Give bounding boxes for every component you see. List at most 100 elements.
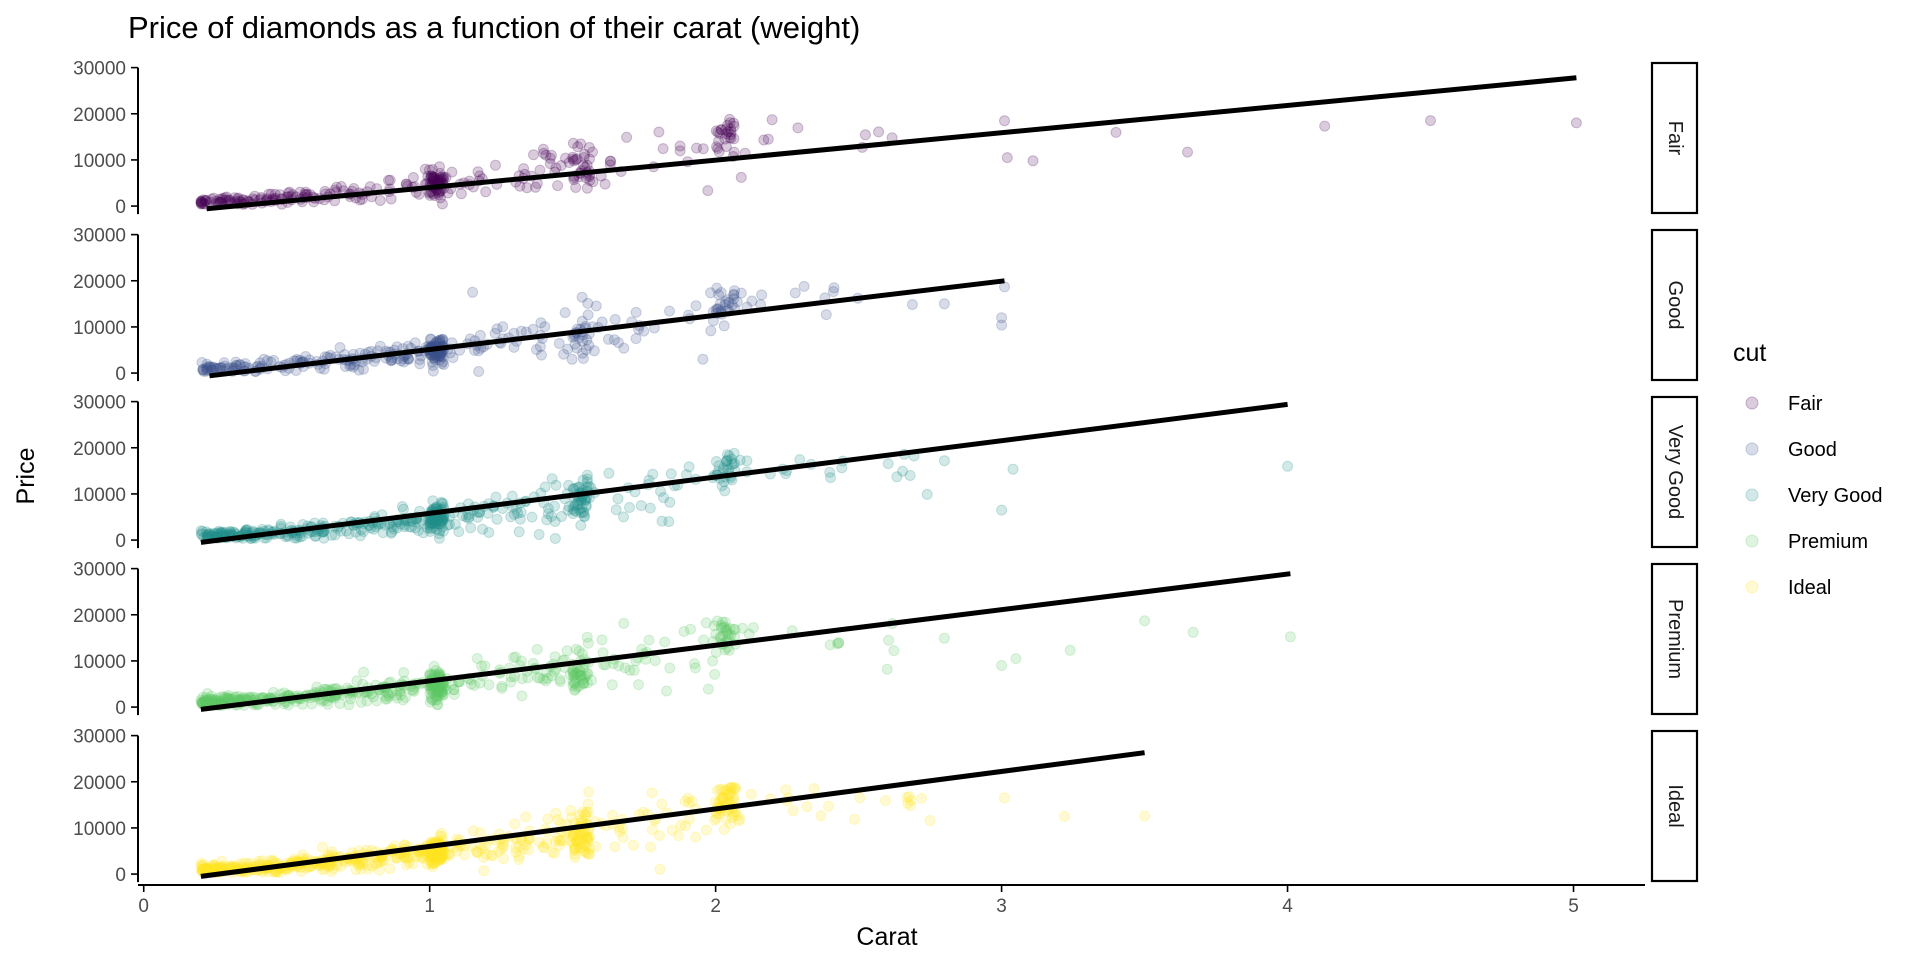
data-point <box>491 323 503 335</box>
data-point <box>664 662 676 674</box>
data-point <box>608 334 620 346</box>
data-point <box>399 519 410 531</box>
data-point <box>633 679 644 691</box>
data-point <box>569 677 581 689</box>
data-point <box>282 187 294 199</box>
data-point <box>815 810 827 822</box>
data-point <box>195 195 207 207</box>
data-point <box>708 620 720 632</box>
data-point <box>197 691 209 703</box>
data-point <box>460 511 472 523</box>
data-point <box>658 492 669 504</box>
data-point <box>575 138 587 150</box>
data-point <box>599 178 611 190</box>
data-point <box>403 521 415 533</box>
data-point <box>653 126 665 138</box>
data-point <box>596 634 608 646</box>
data-point <box>535 317 547 329</box>
data-point <box>436 685 448 697</box>
data-point <box>386 526 398 538</box>
data-point <box>395 355 407 367</box>
data-point <box>425 852 437 864</box>
data-point <box>580 499 592 511</box>
data-point <box>728 288 740 300</box>
data-point <box>554 676 566 688</box>
data-point <box>567 667 579 679</box>
data-point <box>729 457 741 469</box>
data-point <box>685 623 696 635</box>
data-point <box>1007 463 1019 475</box>
data-point <box>436 521 448 533</box>
data-point <box>571 681 583 693</box>
data-point <box>561 645 573 657</box>
data-point <box>200 195 212 206</box>
data-point <box>644 502 656 514</box>
data-point <box>199 195 211 207</box>
data-point <box>938 455 950 467</box>
points-very-good <box>195 447 1294 544</box>
data-point <box>582 668 594 680</box>
data-point <box>516 690 528 702</box>
fit-line-fair <box>206 75 1577 212</box>
data-point <box>725 786 737 798</box>
data-point <box>388 523 400 535</box>
data-point <box>729 624 741 636</box>
data-point <box>437 525 449 537</box>
data-point <box>721 119 733 131</box>
legend-key-good <box>1745 442 1759 456</box>
data-point <box>427 171 439 183</box>
data-point <box>714 631 726 643</box>
y-tick-label: 0 <box>115 531 126 552</box>
data-point <box>408 685 420 697</box>
data-point <box>575 670 587 682</box>
data-point <box>1282 460 1294 472</box>
data-point <box>713 289 725 301</box>
data-point <box>808 783 820 795</box>
data-point <box>472 166 484 178</box>
data-point <box>434 525 446 537</box>
data-point <box>577 159 589 171</box>
data-point <box>532 672 544 684</box>
data-point <box>437 683 449 695</box>
data-point <box>758 134 770 146</box>
x-tick-label: 2 <box>710 896 721 917</box>
data-point <box>355 524 367 536</box>
data-point <box>577 353 589 364</box>
data-point <box>576 674 588 686</box>
y-tick-label: 10000 <box>73 318 126 339</box>
data-point <box>831 638 843 650</box>
data-point <box>549 533 561 544</box>
data-point <box>721 627 732 639</box>
data-point <box>882 458 894 470</box>
data-point <box>506 490 518 502</box>
x-tick-label: 4 <box>1282 896 1293 917</box>
data-point <box>396 501 408 512</box>
data-point <box>437 689 449 701</box>
data-point <box>395 689 407 701</box>
data-point <box>721 449 733 461</box>
data-point <box>582 309 594 321</box>
data-point <box>423 519 435 531</box>
data-point <box>437 850 449 862</box>
data-point <box>219 360 231 372</box>
chart-title: Price of diamonds as a function of their… <box>128 10 860 45</box>
data-point <box>550 479 562 491</box>
data-point <box>718 785 730 796</box>
data-point <box>202 688 213 699</box>
data-point <box>717 630 729 642</box>
data-point <box>205 361 217 373</box>
data-point <box>567 153 579 165</box>
data-point <box>605 155 616 167</box>
data-point <box>318 363 330 375</box>
data-point <box>579 809 591 820</box>
data-point <box>582 637 594 649</box>
y-tick-label: 30000 <box>73 560 126 581</box>
y-tick-label: 0 <box>115 865 126 886</box>
data-point <box>1425 115 1436 127</box>
data-point <box>425 333 437 345</box>
data-point <box>583 806 595 818</box>
data-point <box>571 835 583 847</box>
data-point <box>513 850 525 862</box>
data-point <box>513 841 525 853</box>
legend-key-very-good <box>1745 488 1759 502</box>
